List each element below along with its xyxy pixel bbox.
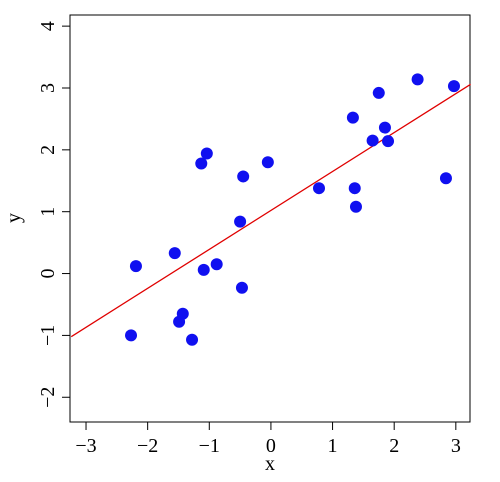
x-tick-label: 3 (451, 435, 461, 457)
y-tick-label: −2 (37, 387, 59, 408)
x-tick-label: 2 (389, 435, 399, 457)
point (200, 147, 213, 160)
y-tick-label: 3 (37, 83, 59, 93)
x-tick-label: 0 (266, 435, 276, 457)
y-tick-label: 0 (37, 269, 59, 279)
point (346, 111, 359, 124)
point (168, 247, 181, 260)
x-tick-label: −1 (199, 435, 220, 457)
point (186, 333, 199, 346)
point (382, 135, 395, 148)
point (237, 170, 250, 183)
point (235, 281, 248, 294)
y-tick-label: 1 (37, 207, 59, 217)
point (411, 73, 424, 86)
point (348, 182, 361, 195)
y-axis-label: y (3, 213, 25, 223)
point (197, 263, 210, 276)
x-tick-label: −2 (137, 435, 158, 457)
point (261, 156, 274, 169)
point (125, 329, 138, 342)
point (312, 182, 325, 195)
point (349, 200, 362, 213)
y-tick-label: 4 (37, 21, 59, 31)
point (378, 121, 391, 134)
point (176, 307, 189, 320)
x-tick-label: −3 (75, 435, 96, 457)
fit-line (70, 83, 471, 338)
point (439, 172, 452, 185)
point (195, 157, 208, 170)
x-tick-label: 1 (328, 435, 338, 457)
x-axis-label: x (265, 453, 275, 475)
point (447, 80, 460, 93)
point (210, 258, 223, 271)
y-tick-label: −1 (37, 325, 59, 346)
plot-box (69, 14, 471, 423)
y-tick-label: 2 (37, 145, 59, 155)
point (372, 86, 385, 99)
point (366, 134, 379, 147)
point (234, 215, 247, 228)
point (129, 260, 142, 273)
